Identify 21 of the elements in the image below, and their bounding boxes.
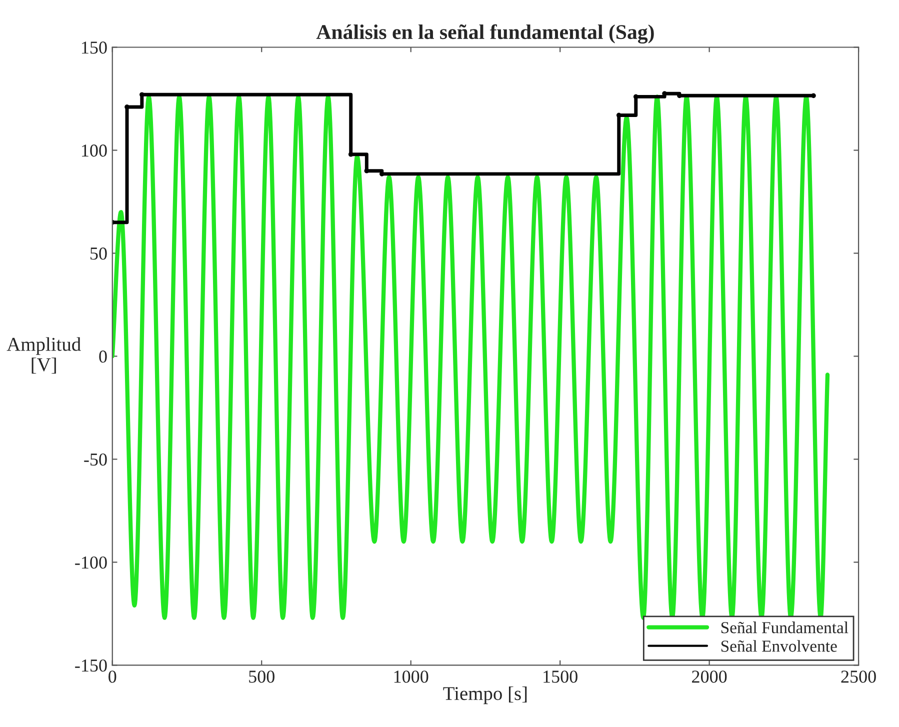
x-tick-label: 1000 xyxy=(394,670,428,683)
legend-label: Señal Fundamental xyxy=(721,622,848,634)
point xyxy=(811,93,816,98)
y-axis-title: Amplitud [V] xyxy=(6,337,81,374)
y-tick-label: -50 xyxy=(84,453,107,466)
y-tick-label: -100 xyxy=(75,556,107,569)
point xyxy=(124,104,130,110)
chart-title: Análisis en la señal fundamental (Sag) xyxy=(316,24,654,44)
x-tick-label: 1500 xyxy=(544,670,578,683)
y-tick-label: 150 xyxy=(82,42,107,54)
y-tick-label: 100 xyxy=(82,144,107,157)
y-tick-label: 0 xyxy=(99,350,107,363)
x-tick-label: 2000 xyxy=(692,670,727,683)
y-tick-label: -150 xyxy=(75,659,107,672)
y-tick-label: 50 xyxy=(90,247,107,260)
x-tick-label: 0 xyxy=(108,670,116,683)
x-tick-label: 2500 xyxy=(841,670,876,683)
x-axis-title: Tiempo [s] xyxy=(443,686,527,704)
point xyxy=(379,172,384,176)
x-tick-label: 500 xyxy=(249,670,274,683)
legend-label: Señal Envolvente xyxy=(721,640,837,652)
